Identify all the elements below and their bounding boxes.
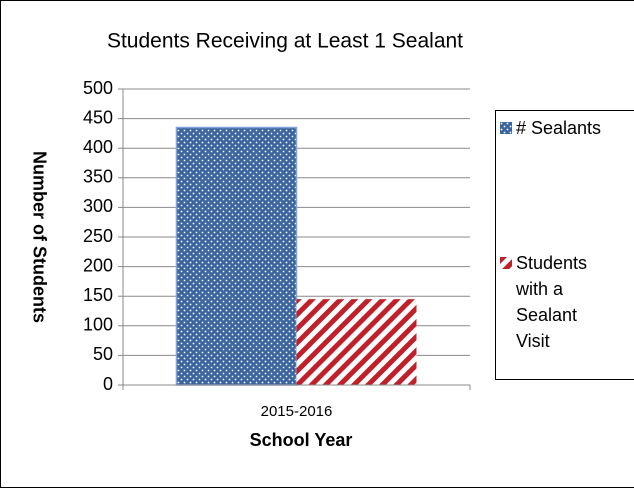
y-tick-label: 50 (93, 344, 113, 364)
chart-title: Students Receiving at Least 1 Sealant (107, 30, 463, 53)
y-tick-label: 150 (83, 285, 113, 305)
y-tick-label: 0 (103, 374, 113, 394)
y-tick-label: 250 (83, 226, 113, 246)
y-tick-label: 500 (83, 78, 113, 98)
y-tick-label: 350 (83, 167, 113, 187)
legend-swatch (500, 257, 512, 269)
legend-label: # Sealants (516, 118, 602, 138)
y-tick-label: 300 (83, 196, 113, 216)
legend-entry: Students with a Sealant Visit (496, 250, 596, 354)
y-tick-label: 100 (83, 315, 113, 335)
y-tick-label: 450 (83, 107, 113, 127)
bar (296, 299, 417, 385)
y-tick-label: 400 (83, 137, 113, 157)
y-tick-label: 200 (83, 255, 113, 275)
bar (175, 126, 298, 386)
legend-swatch (500, 122, 512, 134)
y-axis-title: Number of Students (29, 151, 49, 323)
legend: # Sealants Students with a Sealant Visit (495, 110, 634, 380)
legend-entry: # Sealants (496, 115, 601, 141)
x-tick-label: 2015-2016 (261, 403, 333, 420)
legend-label: Students with a Sealant Visit (516, 253, 588, 351)
x-axis-title: School Year (250, 430, 353, 450)
